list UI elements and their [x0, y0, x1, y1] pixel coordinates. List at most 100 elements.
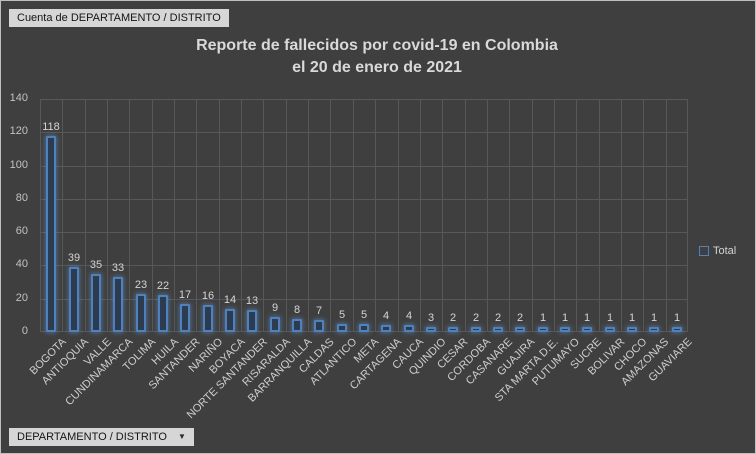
bar-valle[interactable]: [91, 274, 101, 332]
data-label: 14: [223, 294, 237, 306]
gridline-vertical: [576, 99, 577, 332]
bar-antioquia[interactable]: [69, 267, 79, 332]
bar-caldas[interactable]: [314, 320, 324, 332]
gridline-vertical: [442, 99, 443, 332]
data-label: 1: [606, 312, 614, 324]
data-label: 17: [178, 289, 192, 301]
data-label: 9: [271, 302, 279, 314]
data-label: 5: [360, 309, 368, 321]
data-label: 2: [449, 312, 457, 324]
data-label: 22: [156, 280, 170, 292]
y-axis-tick-label: 80: [15, 192, 28, 204]
bar-huila[interactable]: [158, 295, 168, 332]
bar-cundinamarca[interactable]: [113, 277, 123, 332]
data-label: 7: [315, 305, 323, 317]
data-label: 1: [650, 312, 658, 324]
data-label: 5: [338, 309, 346, 321]
gridline-vertical: [509, 99, 510, 332]
legend[interactable]: Total: [699, 245, 736, 257]
gridline-horizontal: [40, 166, 688, 167]
gridline-vertical: [398, 99, 399, 332]
bar-sucre[interactable]: [582, 327, 592, 332]
chart-title: Reporte de fallecidos por covid-19 en Co…: [1, 35, 753, 79]
bar-tolima[interactable]: [136, 294, 146, 332]
data-label: 35: [89, 259, 103, 271]
gridline-vertical: [40, 99, 41, 332]
y-axis-tick-label: 20: [15, 292, 28, 304]
data-label: 23: [134, 279, 148, 291]
gridline-horizontal: [40, 132, 688, 133]
gridline-vertical: [666, 99, 667, 332]
bar-santander[interactable]: [180, 304, 190, 332]
bar-casanare[interactable]: [493, 327, 503, 332]
chart-title-line1: Reporte de fallecidos por covid-19 en Co…: [196, 37, 558, 54]
data-label: 2: [516, 312, 524, 324]
gridline-vertical: [196, 99, 197, 332]
y-axis-tick-label: 120: [9, 125, 28, 137]
bar-putumayo[interactable]: [560, 327, 570, 332]
gridline-horizontal: [40, 265, 688, 266]
bar-norte-santander[interactable]: [247, 310, 257, 332]
data-label: 1: [583, 312, 591, 324]
legend-marker-icon: [699, 246, 709, 256]
gridline-vertical: [420, 99, 421, 332]
bar-boyaca[interactable]: [225, 309, 235, 332]
bar-quindio[interactable]: [426, 327, 436, 332]
bar-bolivar[interactable]: [605, 327, 615, 332]
gridline-vertical: [107, 99, 108, 332]
gridline-vertical: [174, 99, 175, 332]
pivot-field-button-axis[interactable]: DEPARTAMENTO / DISTRITO ▼: [9, 428, 194, 446]
gridline-vertical: [286, 99, 287, 332]
y-axis-tick-label: 100: [9, 159, 28, 171]
y-axis-tick-label: 60: [15, 225, 28, 237]
legend-label-total: Total: [713, 245, 737, 257]
gridline-vertical: [62, 99, 63, 332]
y-axis-tick-label: 0: [21, 325, 28, 337]
bar-meta[interactable]: [359, 324, 369, 332]
data-label: 33: [111, 262, 125, 274]
data-label: 4: [405, 310, 413, 322]
bar-amazonas[interactable]: [649, 327, 659, 332]
gridline-vertical: [219, 99, 220, 332]
gridline-vertical: [152, 99, 153, 332]
data-label: 1: [673, 312, 681, 324]
data-label: 13: [245, 295, 259, 307]
gridline-vertical: [263, 99, 264, 332]
bar-atlantico[interactable]: [337, 324, 347, 332]
gridline-vertical: [353, 99, 354, 332]
gridline-vertical: [308, 99, 309, 332]
bar-cordoba[interactable]: [471, 327, 481, 332]
bar-cauca[interactable]: [404, 325, 414, 332]
gridline-vertical: [129, 99, 130, 332]
bar-guaviare[interactable]: [672, 327, 682, 332]
gridline-vertical: [330, 99, 331, 332]
gridline-horizontal: [40, 232, 688, 233]
data-label: 1: [561, 312, 569, 324]
gridline-vertical: [465, 99, 466, 332]
pivot-field-button-count[interactable]: Cuenta de DEPARTAMENTO / DISTRITO: [9, 9, 229, 27]
gridline-vertical: [687, 99, 688, 332]
bar-choco[interactable]: [627, 327, 637, 332]
gridline-vertical: [532, 99, 533, 332]
bar-bogota[interactable]: [46, 136, 56, 332]
y-axis-tick-label: 140: [9, 92, 28, 104]
bar-cartagena[interactable]: [381, 325, 391, 332]
data-label: 3: [427, 312, 435, 324]
bar-cesar[interactable]: [448, 327, 458, 332]
bar-nari-o[interactable]: [203, 305, 213, 332]
data-label: 16: [201, 290, 215, 302]
gridline-horizontal: [40, 299, 688, 300]
data-label: 4: [382, 310, 390, 322]
gridline-vertical: [85, 99, 86, 332]
bar-barranquilla[interactable]: [292, 319, 302, 332]
pivot-field-button-axis-label: DEPARTAMENTO / DISTRITO: [17, 431, 167, 443]
dropdown-arrow-icon[interactable]: ▼: [177, 432, 186, 441]
bar-sta-marta-d-e-[interactable]: [538, 327, 548, 332]
bar-risaralda[interactable]: [270, 317, 280, 332]
gridline-vertical: [375, 99, 376, 332]
gridline-vertical: [241, 99, 242, 332]
bar-guajira[interactable]: [515, 327, 525, 332]
gridline-vertical: [643, 99, 644, 332]
gridline-horizontal: [40, 99, 688, 100]
